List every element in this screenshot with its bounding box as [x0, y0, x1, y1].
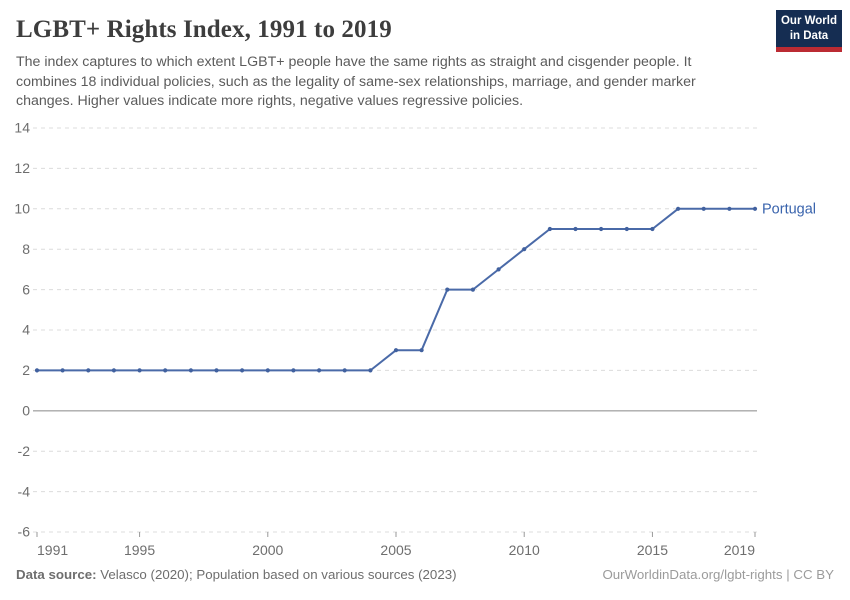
chart-footer: Data source: Velasco (2020); Population … [16, 567, 834, 582]
data-point [214, 368, 219, 373]
data-point [111, 368, 116, 373]
entity-label: Portugal [762, 202, 816, 218]
data-point [137, 368, 142, 373]
data-point [650, 226, 655, 232]
data-point [188, 368, 193, 373]
x-axis-tick-label: 1995 [124, 542, 155, 558]
y-axis-tick-label: -6 [18, 524, 31, 540]
y-axis-tick-label: -4 [18, 483, 31, 499]
data-point [419, 348, 424, 353]
x-axis-tick-label: 1991 [37, 542, 68, 558]
y-axis-tick-label: 8 [22, 241, 30, 257]
data-point [445, 287, 450, 292]
data-point [624, 226, 629, 232]
owid-logo-line2: in Data [789, 29, 829, 42]
y-axis-tick-label: 2 [22, 362, 30, 378]
data-point [522, 247, 527, 252]
y-axis-tick-label: 14 [14, 120, 30, 136]
y-axis-tick-label: 12 [14, 160, 30, 176]
data-point [291, 368, 296, 373]
data-point [547, 226, 553, 232]
data-point [727, 206, 732, 211]
page-title: LGBT+ Rights Index, 1991 to 2019 [16, 16, 392, 43]
owid-logo: Our World in Data [776, 10, 842, 52]
y-axis-tick-label: 6 [22, 281, 30, 297]
y-axis-tick-label: 0 [22, 403, 30, 419]
data-point [752, 206, 758, 211]
x-axis-tick-label: 2019 [724, 542, 755, 558]
y-axis-tick-label: 10 [14, 201, 30, 217]
data-point [265, 368, 270, 373]
line-chart: -6 -4 -2 0 2 4 6 8 10 12 14 1991 1995 2000 2005 2010 201… [14, 120, 816, 558]
data-point [599, 226, 604, 232]
data-point [496, 267, 501, 272]
data-point [342, 368, 347, 373]
data-point [60, 368, 65, 373]
chart-header: LGBT+ Rights Index, 1991 to 2019 The ind… [16, 16, 760, 112]
data-source-label: Data source: [16, 567, 97, 582]
data-point [393, 348, 399, 353]
data-point [34, 368, 40, 373]
data-point [676, 206, 681, 211]
y-axis-tick-label: 4 [22, 322, 30, 338]
data-point [470, 287, 475, 292]
data-point [368, 368, 373, 373]
data-point [573, 226, 578, 232]
x-axis-tick-label: 2010 [509, 542, 540, 558]
data-source-note: Data source: Velasco (2020); Population … [16, 567, 457, 582]
chart-subtitle: The index captures to which extent LGBT+… [16, 54, 696, 110]
x-axis-tick-label: 2005 [380, 542, 411, 558]
credit-link[interactable]: OurWorldinData.org/lgbt-rights | CC BY [602, 567, 834, 582]
data-point [86, 368, 91, 373]
data-point [701, 206, 706, 211]
data-point [163, 368, 168, 373]
chart-area: -6 -4 -2 0 2 4 6 8 10 12 14 1991 1995 2000 2005 2010 201… [0, 112, 850, 570]
x-axis-tick-label: 2015 [637, 542, 668, 558]
owid-logo-line1: Our World [780, 15, 837, 28]
data-point [317, 368, 322, 373]
y-axis-tick-label: -2 [18, 443, 31, 459]
data-point [240, 368, 245, 373]
data-source-text: Velasco (2020); Population based on vari… [96, 567, 457, 582]
x-axis-tick-label: 2000 [252, 542, 283, 558]
